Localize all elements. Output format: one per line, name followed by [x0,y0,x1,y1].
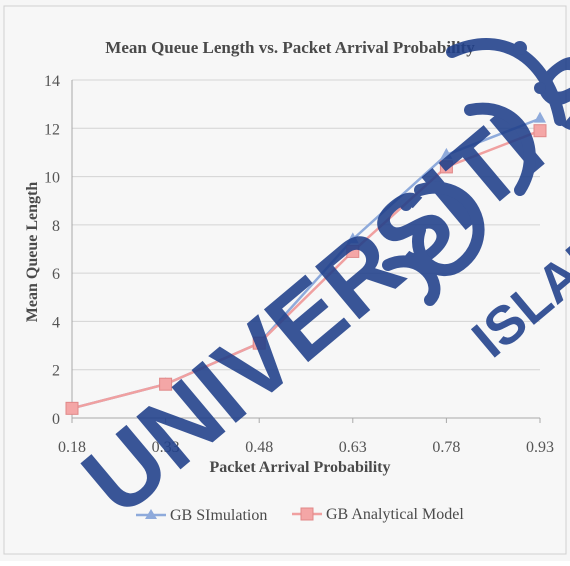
y-tick-label-1: 2 [52,363,60,380]
watermark-dot [400,199,412,211]
watermark-dot [534,82,546,94]
series-lines [65,111,547,415]
x-tick-label-1: 0.33 [152,439,180,456]
legend-label-analytical: GB Analytical Model [326,506,464,523]
chart-title: Mean Queue Length vs. Packet Arrival Pro… [105,38,475,57]
series-line-1 [71,129,541,410]
data-point-s0-4 [440,147,453,159]
axes [71,80,541,423]
x-axis-title: Packet Arrival Probability [209,459,390,476]
legend-label-simulation: GB SImulation [170,507,267,524]
x-tick-labels: 0.18 0.33 0.48 0.63 0.78 0.93 [58,439,554,456]
legend-square-icon [300,507,314,521]
data-point-s1-0 [65,401,79,415]
y-tick-label-3: 6 [52,266,60,283]
y-tick-label-4: 8 [52,218,60,235]
data-point-s0-5 [534,111,546,123]
data-point-s0-3 [346,232,359,244]
y-tick-label-5: 10 [44,170,60,187]
legend-triangle-icon [145,509,157,519]
y-axis-title: Mean Queue Length [24,182,41,323]
data-point-s1-2 [252,336,266,350]
data-point-s1-1 [159,377,173,391]
x-tick-label-5: 0.93 [526,439,554,456]
y-tick-label-0: 0 [52,411,60,428]
y-tick-labels: 0 2 4 6 8 10 12 14 [44,73,60,428]
watermark-dot [513,41,527,55]
y-tick-label-6: 12 [44,121,60,138]
y-tick-label-2: 4 [52,314,60,331]
data-point-s1-4 [439,160,453,174]
x-tick-label-3: 0.63 [339,439,367,456]
data-point-s1-5 [533,124,547,138]
gridlines [72,79,540,371]
x-tick-label-0: 0.18 [58,439,86,456]
x-tick-label-4: 0.78 [432,439,460,456]
data-point-s1-3 [346,244,360,258]
y-tick-label-7: 14 [44,73,60,90]
legend: GB SImulation GB Analytical Model [136,506,464,524]
x-tick-label-2: 0.48 [245,439,273,456]
